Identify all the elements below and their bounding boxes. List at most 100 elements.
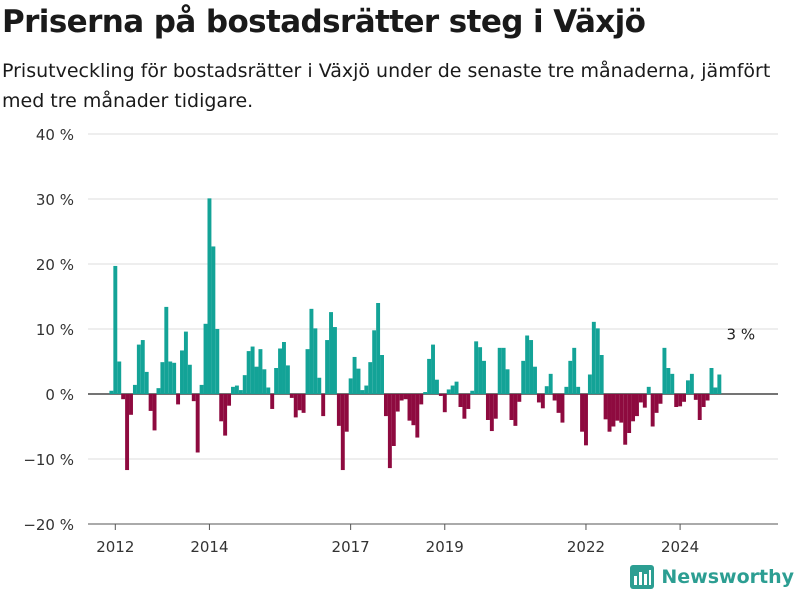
bar [431, 344, 435, 394]
bar [544, 386, 549, 394]
bar [203, 323, 208, 394]
bar [340, 394, 345, 471]
bar [411, 394, 416, 426]
bar [603, 394, 608, 420]
bar [470, 390, 475, 394]
bar [595, 328, 600, 394]
bar [478, 347, 483, 394]
bar [274, 368, 279, 394]
bar [485, 394, 490, 420]
bar [144, 371, 149, 394]
bar [344, 394, 349, 432]
bar [223, 394, 228, 436]
bar [654, 394, 659, 413]
bar [258, 349, 263, 394]
bar [285, 365, 290, 394]
bar [372, 330, 377, 394]
bar [364, 385, 369, 394]
x-tick-label: 2019 [426, 538, 464, 556]
bar [489, 394, 494, 432]
bar [270, 394, 275, 409]
bar [682, 394, 686, 402]
bar [387, 394, 392, 469]
annotations: 3 % [727, 326, 756, 344]
bar [368, 362, 373, 394]
bar [360, 390, 365, 394]
bar [152, 394, 157, 431]
bar [713, 387, 718, 394]
y-axis: −20 % −10 % 0 % 10 % 20 % 30 % 40 % [23, 126, 74, 534]
bar [497, 347, 502, 394]
y-tick-label: 10 % [36, 321, 74, 339]
newsworthy-logo[interactable]: Newsworthy [629, 564, 794, 590]
bar [576, 386, 581, 394]
bar [454, 381, 459, 394]
bar [462, 394, 467, 419]
bar [529, 340, 534, 394]
bar [548, 373, 553, 394]
bar [505, 369, 510, 394]
bar [446, 389, 451, 394]
x-axis: 2012 2014 2017 2019 2022 2024 [88, 523, 778, 556]
bar [121, 394, 126, 400]
bar [658, 394, 663, 404]
bar [482, 360, 486, 394]
bar [207, 198, 212, 394]
bar [136, 344, 141, 394]
bar [678, 394, 683, 407]
bar [450, 385, 455, 394]
bar [293, 394, 298, 418]
bar [250, 346, 255, 394]
bar [650, 394, 655, 427]
bar [674, 394, 679, 407]
bar [132, 384, 137, 394]
bar [533, 366, 537, 394]
bar [266, 387, 271, 394]
gridlines [88, 133, 778, 525]
bar [717, 374, 722, 394]
bar [309, 308, 314, 394]
bar [662, 347, 667, 394]
bar [172, 362, 177, 394]
bar [611, 394, 616, 427]
bar [442, 394, 447, 413]
bar [301, 394, 306, 413]
x-tick-label: 2017 [332, 538, 370, 556]
bar [525, 335, 530, 394]
y-tick-label: −10 % [23, 451, 74, 469]
bar [607, 394, 612, 432]
bar [556, 394, 561, 413]
x-tick-label: 2012 [96, 538, 134, 556]
bar [646, 386, 651, 394]
bar [407, 394, 412, 421]
bar [234, 385, 239, 394]
last-value-label: 3 % [727, 326, 756, 344]
bar [125, 394, 130, 471]
bar [325, 340, 330, 394]
bar [540, 394, 545, 409]
bar [415, 394, 420, 438]
bar [474, 341, 479, 394]
bar [517, 394, 522, 402]
bar [242, 375, 247, 394]
bar [376, 303, 381, 394]
bar [187, 364, 192, 394]
bar [199, 384, 204, 394]
bar [399, 394, 404, 401]
bar [329, 312, 333, 394]
bar [536, 394, 541, 403]
bar [297, 394, 302, 411]
bar [191, 394, 196, 402]
bar [615, 394, 620, 421]
bar [395, 394, 400, 412]
bar [113, 265, 118, 394]
bar [219, 394, 224, 422]
bar [709, 368, 714, 394]
bar [552, 394, 557, 401]
bar [391, 394, 396, 446]
bar [380, 355, 384, 394]
bar [168, 361, 173, 394]
bar [321, 394, 326, 417]
bar [140, 340, 145, 394]
y-tick-label: −20 % [23, 516, 74, 534]
